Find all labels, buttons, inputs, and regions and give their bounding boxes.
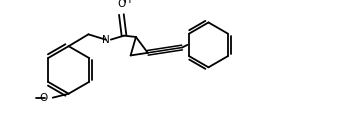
Text: O: O	[39, 93, 47, 103]
Text: O: O	[117, 0, 126, 9]
Text: H: H	[124, 0, 132, 5]
Text: N: N	[102, 35, 110, 45]
